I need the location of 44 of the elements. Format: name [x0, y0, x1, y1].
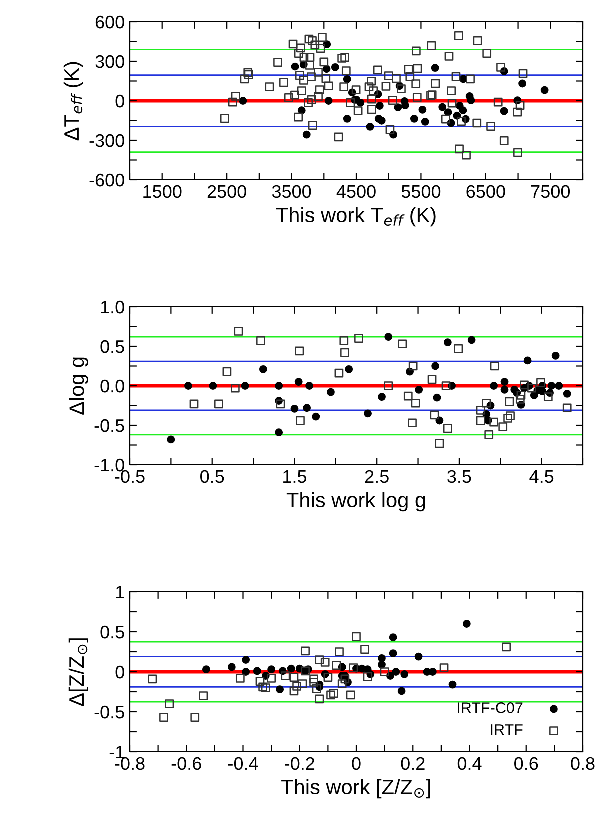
x-tick-label: 3500 — [272, 185, 312, 198]
x-tick-label: 0.8 — [571, 757, 595, 770]
y-tick-label: -0.5 — [94, 419, 124, 432]
y-tick-label: -0.5 — [94, 706, 124, 719]
y-tick-label: -1 — [110, 746, 124, 759]
x-tick-label: -0.2 — [285, 757, 315, 770]
legend-label: IRTF-C07 — [458, 702, 523, 714]
legend-label: IRTF — [491, 724, 523, 736]
y-tick-label: -1.0 — [94, 458, 124, 472]
y-axis-title: ΔT$_{eff}$ (K) — [64, 62, 84, 141]
x-axis-title: This work T$_{eff}$ (K) — [276, 207, 436, 227]
x-tick-label: 7500 — [531, 185, 570, 198]
x-tick-label: 0.5 — [200, 470, 224, 484]
y-tick-label: -600 — [90, 174, 124, 187]
y-tick-label: 0 — [116, 666, 124, 679]
x-tick-label: 1.5 — [284, 470, 307, 484]
x-axis-title: This work log g — [286, 492, 426, 512]
x-tick-label: 2.5 — [365, 470, 389, 484]
x-tick-label: 3.5 — [448, 470, 472, 484]
y-tick-label: 0.5 — [100, 340, 124, 354]
x-axis-title: This work [Z/Z$_{⊙}$] — [282, 779, 430, 799]
x-tick-label: 0.4 — [458, 757, 482, 770]
x-tick-label: 0 — [352, 757, 361, 770]
x-tick-label: -0.6 — [172, 757, 202, 770]
x-tick-label: 4500 — [336, 185, 376, 198]
y-tick-label: 0 — [116, 94, 124, 108]
y-tick-label: -300 — [90, 134, 124, 148]
y-tick-label: 600 — [96, 16, 124, 29]
y-tick-label: 1.0 — [101, 300, 124, 314]
x-tick-label: 4.5 — [530, 470, 554, 484]
y-axis-title: Δ[Z/Z$_{⊙}$] — [68, 638, 88, 706]
y-axis-title: Δlog g — [69, 358, 88, 415]
x-tick-label: 6500 — [466, 185, 506, 198]
y-tick-label: 0.0 — [100, 380, 124, 393]
x-tick-label: 2500 — [208, 185, 246, 198]
x-tick-label: 1500 — [144, 185, 182, 198]
x-tick-label: 5500 — [402, 185, 441, 198]
x-tick-label: -0.8 — [115, 757, 145, 770]
y-tick-label: 1 — [116, 586, 124, 599]
y-tick-label: 300 — [96, 55, 124, 68]
y-tick-label: 0.5 — [100, 626, 124, 639]
x-tick-label: 0.6 — [514, 757, 538, 770]
x-tick-label: -0.4 — [228, 757, 258, 770]
x-tick-label: 0.2 — [401, 757, 425, 770]
